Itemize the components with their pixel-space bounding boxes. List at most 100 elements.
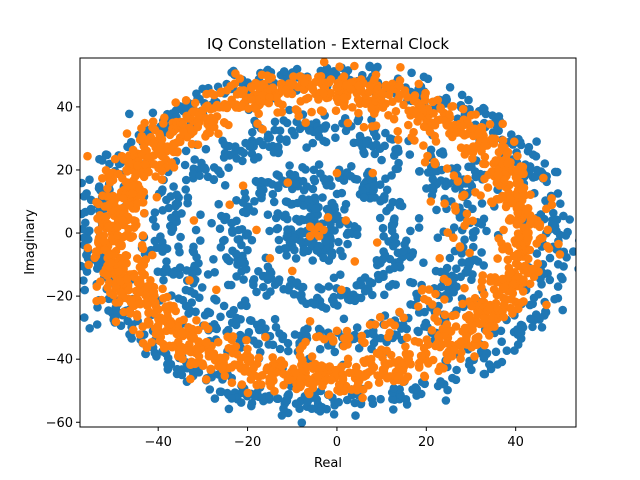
data-point [143, 316, 153, 326]
y-tick-label: 20 [56, 163, 73, 178]
data-point [335, 62, 344, 71]
data-point [175, 247, 184, 257]
data-point [418, 284, 428, 294]
data-point [466, 110, 476, 120]
data-point [528, 322, 537, 332]
data-point [239, 148, 249, 158]
data-point [499, 225, 508, 235]
data-point [547, 194, 556, 203]
data-point [499, 300, 509, 310]
data-point [278, 369, 288, 378]
data-point [299, 245, 309, 254]
data-point [319, 58, 329, 67]
data-point [165, 341, 174, 351]
data-point [162, 292, 172, 302]
data-point [281, 85, 291, 95]
data-point [219, 153, 229, 162]
data-point [101, 212, 111, 221]
data-point [125, 200, 134, 210]
data-point [479, 214, 489, 224]
data-point [359, 122, 369, 132]
data-point [117, 240, 126, 249]
data-point [326, 375, 336, 385]
data-point [463, 264, 472, 274]
data-point [174, 337, 183, 347]
data-point [471, 226, 480, 236]
data-point [413, 302, 423, 311]
data-point [179, 315, 188, 325]
data-point [390, 151, 399, 160]
data-point [289, 72, 298, 81]
data-point [130, 272, 139, 282]
data-point [177, 209, 186, 218]
data-point [419, 258, 428, 268]
data-point [513, 151, 522, 161]
data-point [269, 197, 279, 207]
y-axis-label: Imaginary [23, 209, 38, 275]
data-point [80, 209, 86, 219]
data-point [188, 169, 198, 179]
data-point [302, 143, 311, 152]
data-point [361, 99, 371, 108]
data-point [381, 174, 390, 183]
data-point [389, 114, 399, 124]
data-point [400, 89, 410, 98]
data-point [264, 98, 274, 108]
data-point [168, 224, 178, 233]
data-point [151, 172, 160, 181]
data-point [308, 377, 317, 387]
data-point [219, 118, 229, 127]
data-point [458, 192, 467, 201]
data-point [212, 285, 221, 295]
data-point [337, 362, 346, 372]
data-point [550, 167, 560, 177]
data-point [497, 357, 507, 367]
data-point [177, 328, 187, 338]
data-point [360, 138, 370, 148]
data-point [162, 263, 171, 273]
data-point [436, 377, 445, 386]
data-point [227, 218, 237, 228]
data-point [157, 151, 167, 161]
data-point [117, 259, 127, 269]
data-point [556, 272, 566, 282]
data-point [314, 132, 324, 141]
data-point [378, 255, 387, 264]
data-point [471, 255, 480, 265]
data-point [301, 337, 310, 347]
data-point [499, 312, 509, 322]
data-point [209, 104, 218, 113]
data-point [312, 395, 322, 404]
data-point [507, 198, 517, 208]
data-point [477, 276, 487, 286]
data-point [94, 226, 103, 235]
data-point [330, 226, 339, 235]
data-point [348, 103, 357, 112]
data-point [494, 112, 504, 121]
data-point [341, 216, 351, 225]
data-point [150, 208, 160, 217]
data-point [393, 144, 403, 153]
data-point [565, 215, 574, 224]
data-point [470, 293, 480, 303]
data-point [243, 356, 252, 366]
data-point [406, 252, 415, 262]
data-point [403, 372, 413, 382]
data-point [266, 287, 275, 296]
data-point [493, 254, 502, 263]
data-point [240, 367, 249, 376]
data-point [314, 324, 324, 334]
data-point [84, 260, 93, 270]
data-point [254, 325, 264, 335]
data-point [186, 374, 195, 384]
data-point [153, 267, 163, 277]
data-point [173, 322, 183, 332]
data-point [498, 274, 507, 284]
data-point [192, 316, 201, 325]
data-point [243, 344, 252, 354]
data-point [109, 290, 118, 300]
data-point [319, 174, 329, 183]
data-point [233, 235, 243, 244]
data-point [111, 317, 121, 327]
data-point [196, 210, 205, 219]
